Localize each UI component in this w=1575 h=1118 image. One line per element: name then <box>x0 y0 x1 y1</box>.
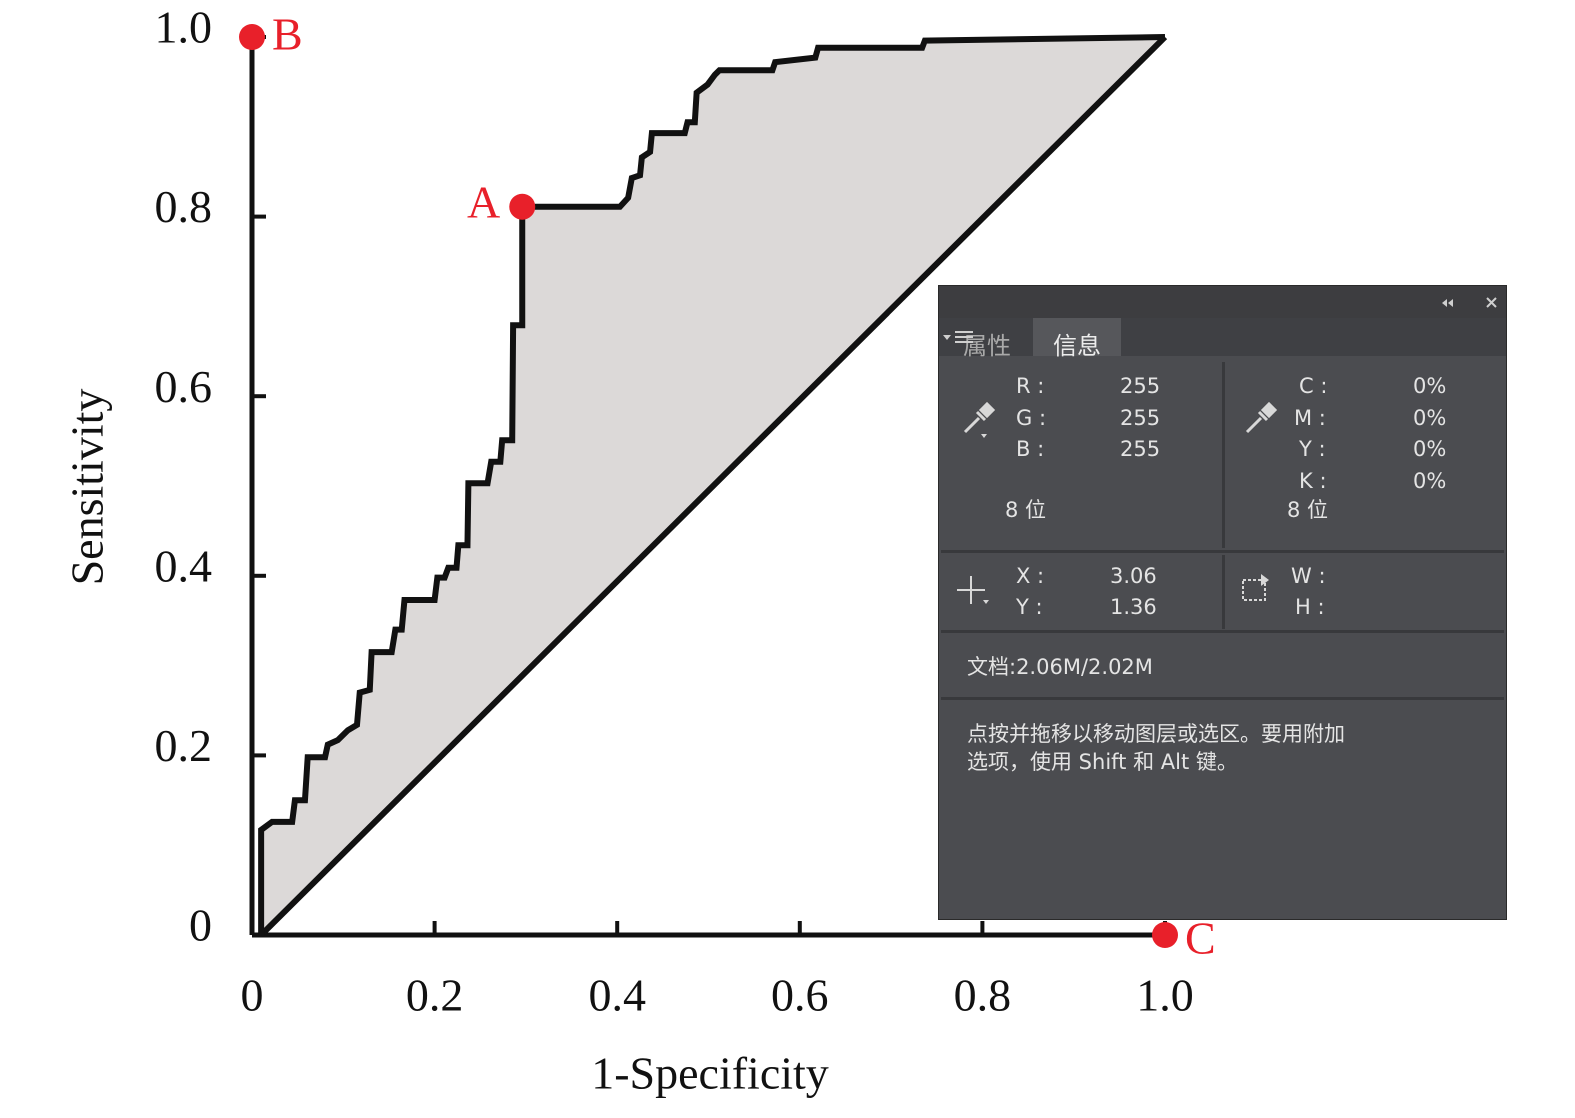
x-tick-label: 0 <box>241 970 264 1021</box>
position-label: Y : <box>1016 595 1043 619</box>
x-axis-title: 1-Specificity <box>591 1048 829 1099</box>
annotation-point <box>1152 922 1178 948</box>
x-tick-label: 0.4 <box>588 970 646 1021</box>
tab-row: 属性 信息 <box>939 318 1506 360</box>
channel-label: M : <box>1294 406 1326 430</box>
divider <box>941 697 1504 700</box>
channel-label: G : <box>1016 406 1047 430</box>
info-panel: 属性 信息 R : G : B : 255 255 255 8 位 C : M … <box>938 285 1507 920</box>
channel-value: 0% <box>1413 469 1447 493</box>
channel-label: B : <box>1016 437 1045 461</box>
roc-curve <box>258 34 1166 935</box>
y-tick-label: 0 <box>189 900 212 951</box>
channel-label: K : <box>1299 469 1327 493</box>
divider <box>941 630 1504 633</box>
x-tick-label: 1.0 <box>1136 970 1194 1021</box>
size-label: H : <box>1295 595 1325 619</box>
selection-icon <box>1242 574 1269 601</box>
channel-value: 0% <box>1413 437 1447 461</box>
y-tick-label: 1.0 <box>155 2 213 53</box>
reference-line <box>259 34 1168 938</box>
y-tick-label: 0.6 <box>155 361 213 412</box>
divider <box>1222 362 1225 548</box>
channel-value: 0% <box>1413 406 1447 430</box>
bit-depth: 8 位 <box>1287 498 1329 522</box>
position-label: X : <box>1016 564 1045 588</box>
channel-label: Y : <box>1299 437 1326 461</box>
y-tick-label: 0.2 <box>155 720 213 771</box>
bit-depth: 8 位 <box>1005 498 1047 522</box>
divider <box>1222 555 1225 629</box>
channel-label: C : <box>1299 374 1328 398</box>
panel-menu[interactable] <box>939 318 979 356</box>
channel-value: 0% <box>1413 374 1447 398</box>
x-tick-label: 0.2 <box>406 970 464 1021</box>
hint-text: 点按并拖移以移动图层或选区。要用附加 <box>967 722 1345 746</box>
eyedropper-icon <box>963 401 996 438</box>
crosshair-icon <box>957 576 989 604</box>
panel-title-bar <box>939 286 1506 318</box>
size-label: W : <box>1291 564 1326 588</box>
x-tick-label: 0.6 <box>771 970 829 1021</box>
divider <box>941 550 1504 553</box>
position-value: 3.06 <box>1110 564 1157 588</box>
channel-value: 255 <box>1120 406 1161 430</box>
channel-label: R : <box>1016 374 1045 398</box>
channel-value: 255 <box>1120 437 1161 461</box>
document-size: 文档:2.06M/2.02M <box>967 655 1153 679</box>
x-tick-label: 0.8 <box>954 970 1012 1021</box>
annotation-point <box>239 24 265 50</box>
channel-value: 255 <box>1120 374 1161 398</box>
position-value: 1.36 <box>1110 595 1157 619</box>
eyedropper-icon <box>1245 401 1278 434</box>
hint-text: 选项，使用 Shift 和 Alt 键。 <box>967 750 1238 774</box>
y-axis-title: Sensitivity <box>62 389 113 586</box>
annotation-point <box>509 193 536 220</box>
y-tick-label: 0.8 <box>155 181 213 232</box>
annotation-label: A <box>467 176 500 227</box>
annotation-label: B <box>272 9 303 60</box>
y-tick-label: 0.4 <box>155 540 213 591</box>
annotation-label: C <box>1185 913 1216 964</box>
tab-active[interactable]: 信息 <box>1033 318 1121 360</box>
panel-controls <box>1442 297 1497 308</box>
